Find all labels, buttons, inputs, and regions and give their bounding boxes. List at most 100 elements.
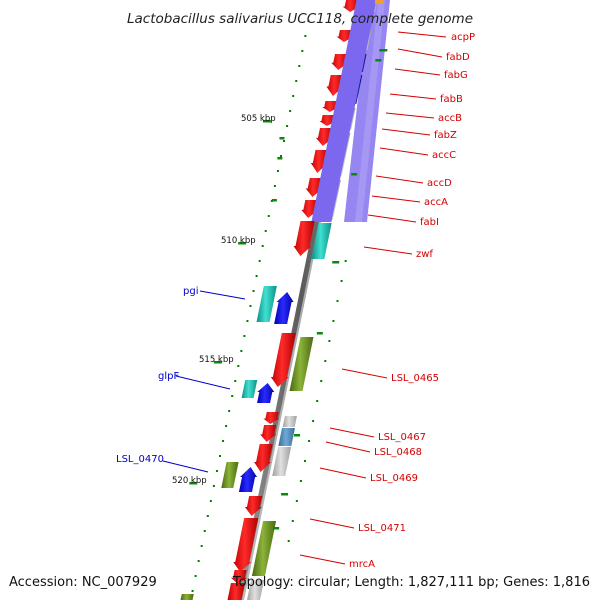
gene-label-fabI[interactable]: fabI — [420, 217, 439, 228]
gc-dot-left — [279, 155, 282, 157]
gene-arrow-forward — [315, 128, 333, 146]
leader-line-left — [162, 460, 209, 473]
kbp-tick — [279, 137, 285, 140]
gc-dot-left — [215, 470, 218, 472]
gene-label-pgi[interactable]: pgi — [183, 286, 198, 297]
kbp-label-510: 510 kbp — [221, 236, 256, 246]
leader-line-right — [389, 93, 437, 100]
kbp-tick — [271, 199, 277, 202]
gc-dot-right — [336, 300, 339, 302]
leader-line-right — [394, 68, 441, 76]
gc-dot-right — [295, 500, 298, 502]
gene-label-fabD[interactable]: fabD — [446, 52, 470, 63]
label-leaders — [162, 31, 447, 565]
gene-arrow-forward — [305, 178, 323, 197]
gene-label-mrcA[interactable]: mrcA — [349, 559, 375, 570]
gc-dot-left — [273, 185, 276, 187]
gc-dot-left — [286, 125, 289, 127]
leader-line-right — [325, 441, 371, 453]
gc-dot-left — [222, 440, 225, 442]
gc-dot-left — [200, 545, 203, 547]
gc-dot-left — [203, 530, 206, 532]
gc-dot-right — [299, 480, 302, 482]
gc-dot-right — [291, 520, 294, 522]
gc-dot-left — [209, 500, 212, 502]
gene-label-accC[interactable]: accC — [432, 150, 456, 161]
kbp-tick — [273, 527, 280, 530]
gene-label-zwf[interactable]: zwf — [416, 249, 433, 260]
kbp-tick — [213, 361, 222, 364]
gene-label-LSL_0465[interactable]: LSL_0465 — [391, 373, 439, 384]
gene-label-accD[interactable]: accD — [427, 178, 452, 189]
gc-dot-left — [295, 80, 298, 82]
leader-line-right — [381, 128, 431, 136]
gene-arrow-forward — [331, 54, 349, 70]
gc-dot-left — [255, 275, 258, 277]
leader-line-right — [367, 214, 417, 223]
gene-label-acpP[interactable]: acpP — [451, 32, 475, 43]
gc-dot-right — [312, 420, 315, 422]
gene-arrow-forward — [326, 75, 344, 96]
gc-dot-left — [243, 335, 246, 337]
cog-block-pgi — [256, 286, 277, 322]
gc-dot-left — [218, 455, 221, 457]
gene-arrow-partial — [231, 570, 248, 584]
gc-dot-left — [264, 230, 267, 232]
gc-dot-left — [258, 260, 261, 262]
gc-dot-left — [283, 140, 286, 142]
gc-dot-left — [194, 575, 197, 577]
gc-dot-left — [191, 590, 194, 592]
kbp-tick — [332, 261, 340, 264]
leader-line-right — [299, 554, 346, 565]
gene-label-accA[interactable]: accA — [424, 197, 448, 208]
kbp-tick — [262, 120, 271, 123]
gc-dot-left — [240, 350, 243, 352]
gene-arrow-LSL_0470 — [238, 467, 258, 492]
gene-arrow-forward — [301, 200, 319, 218]
cog-band-overlay — [311, 0, 377, 222]
gene-label-fabZ[interactable]: fabZ — [434, 130, 457, 141]
highlight-band — [344, 0, 390, 222]
gene-arrow-LSL_0468 — [260, 425, 277, 442]
gene-label-LSL_0467[interactable]: LSL_0467 — [378, 432, 426, 443]
kbp-tick — [379, 49, 388, 52]
gc-dot-left — [252, 290, 255, 292]
leader-line-right — [385, 112, 435, 119]
gc-dot-left — [292, 95, 295, 97]
genome-title: Lactobacillus salivarius UCC118, complet… — [127, 11, 473, 27]
gene-label-fabG[interactable]: fabG — [444, 70, 468, 81]
gene-arrow-mrcA — [233, 518, 259, 572]
topology-text: Topology: circular; Length: 1,827,111 bp… — [232, 575, 590, 590]
cog-block-mrcA — [251, 521, 277, 576]
top-edge-feature — [375, 0, 383, 4]
gene-label-glpF[interactable]: glpF — [158, 371, 179, 382]
gene-arrow-forward — [336, 30, 354, 42]
gene-label-fabB[interactable]: fabB — [440, 94, 463, 105]
gc-skew-dots — [191, 20, 347, 592]
gc-dot-right — [303, 460, 306, 462]
gene-label-LSL_0469[interactable]: LSL_0469 — [370, 473, 418, 484]
gc-dot-left — [228, 410, 231, 412]
kbp-ticks — [189, 49, 388, 530]
leader-line-right — [309, 518, 355, 529]
gene-label-accB[interactable]: accB — [438, 113, 462, 124]
leader-line-right — [397, 48, 443, 58]
gc-dot-left — [234, 380, 237, 382]
gc-dot-right — [320, 380, 323, 382]
cog-block-partial — [180, 594, 194, 600]
gc-dot-left — [249, 305, 252, 307]
gene-label-LSL_0471[interactable]: LSL_0471 — [358, 523, 406, 534]
gc-dot-right — [328, 340, 331, 342]
gc-dot-left — [231, 395, 234, 397]
gene-arrow-partial — [227, 583, 245, 600]
kbp-tick — [277, 157, 283, 160]
leader-line-left — [175, 375, 231, 390]
kbp-tick — [351, 173, 358, 176]
gene-label-LSL_0470[interactable]: LSL_0470 — [116, 454, 164, 465]
gene-label-LSL_0468[interactable]: LSL_0468 — [374, 447, 422, 458]
gene-arrow-LSL_0465 — [270, 333, 296, 387]
gc-dot-left — [301, 50, 304, 52]
cog-block-LSL_0465 — [289, 337, 314, 391]
leader-line-left — [199, 290, 246, 300]
